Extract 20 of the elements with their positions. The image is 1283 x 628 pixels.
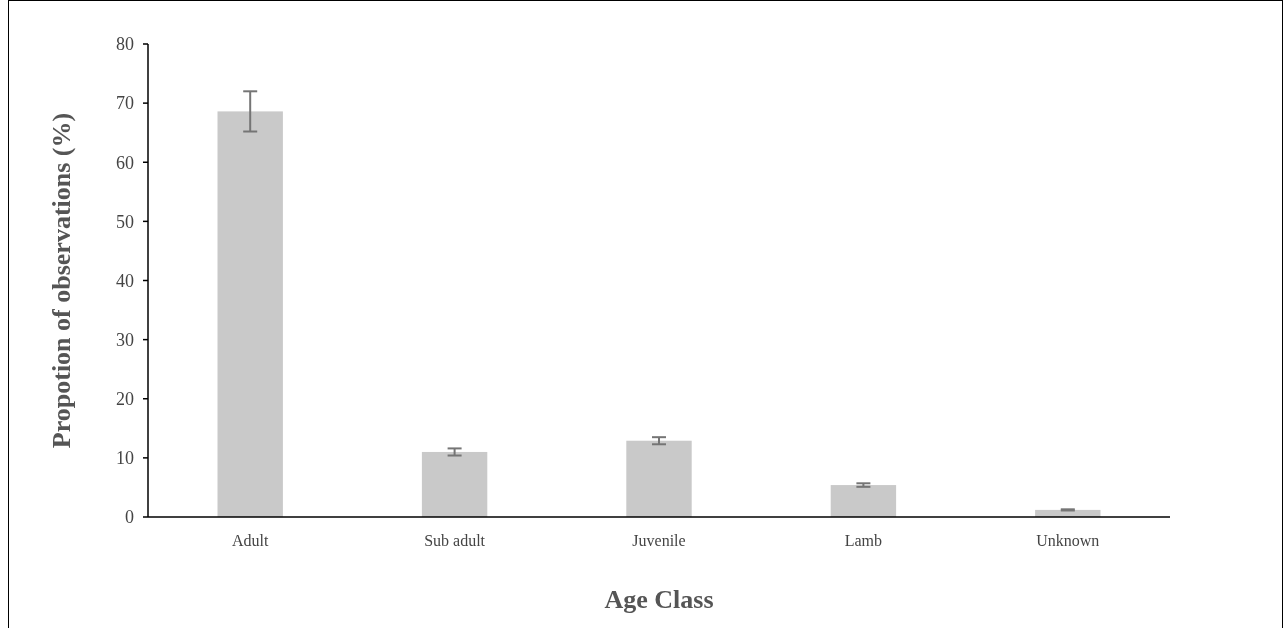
y-tick-label: 50 — [116, 211, 134, 232]
x-tick-label: Unknown — [1036, 532, 1100, 549]
x-tick-label: Sub adult — [424, 532, 486, 549]
y-tick-label: 40 — [116, 270, 134, 291]
y-tick-label: 70 — [116, 93, 134, 114]
y-axis-title: Propotion of observations (%) — [47, 112, 76, 449]
bar — [217, 111, 283, 517]
x-tick-label: Lamb — [844, 532, 883, 549]
bar — [421, 451, 488, 517]
bar — [626, 440, 692, 517]
bar — [830, 485, 897, 517]
y-tick-label: 60 — [116, 152, 134, 173]
x-tick-label: Juvenile — [632, 532, 686, 549]
x-axis-title: Age Class — [604, 585, 714, 614]
y-tick-label: 20 — [116, 389, 134, 410]
y-tick-label: 10 — [116, 448, 134, 469]
x-tick-label: Adult — [231, 532, 269, 549]
y-tick-label: 0 — [125, 507, 134, 528]
y-tick-label: 30 — [116, 329, 134, 350]
y-tick-label: 80 — [116, 34, 134, 55]
